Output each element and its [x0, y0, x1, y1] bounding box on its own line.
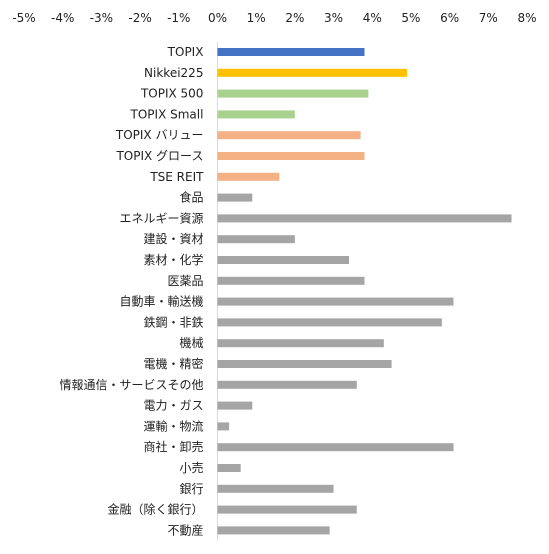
- category-label: 素材・化学: [143, 252, 203, 267]
- bar: [217, 380, 357, 389]
- bar: [217, 89, 369, 98]
- category-labels: TOPIX Nikkei225 TOPIX 500 TOPIX Small TOPIX …: [59, 45, 204, 537]
- bar: [217, 526, 330, 535]
- category-label: TOPIX 500: [140, 87, 204, 101]
- bar: [217, 505, 357, 514]
- category-label: 銀行: [179, 482, 203, 496]
- bar: [217, 443, 454, 452]
- category-label: 商社・卸売: [143, 439, 203, 454]
- x-tick-label: 3%: [324, 11, 343, 25]
- x-tick-label: 2%: [285, 11, 304, 25]
- category-label: TOPIX バリュー: [115, 128, 204, 142]
- x-tick-label: 4%: [363, 11, 382, 25]
- bar: [217, 318, 442, 327]
- x-tick-label: 6%: [440, 11, 459, 25]
- category-label: 情報通信・サービスその他: [59, 378, 203, 392]
- category-label: 自動車・輸送機: [119, 294, 203, 309]
- bar: [217, 110, 295, 119]
- x-tick-label: 8%: [517, 11, 536, 25]
- x-tick-label: 0%: [208, 11, 227, 25]
- bar: [217, 68, 408, 77]
- x-tick-label: 7%: [479, 11, 498, 25]
- category-label: TSE REIT: [149, 170, 204, 184]
- bar: [217, 131, 361, 140]
- bar: [217, 339, 384, 348]
- x-tick-label: 1%: [247, 11, 266, 25]
- bar: [217, 422, 230, 431]
- bar: [217, 172, 280, 181]
- category-label: 電力・ガス: [143, 399, 203, 413]
- category-label: TOPIX: [167, 45, 204, 59]
- bar: [217, 214, 512, 223]
- category-label: 小売: [179, 460, 203, 475]
- category-label: TOPIX Small: [130, 107, 204, 121]
- x-tick-label: 5%: [401, 11, 420, 25]
- x-tick-label: -2%: [128, 11, 151, 25]
- category-label: 建設・資材: [143, 231, 203, 246]
- x-tick-label: -3%: [90, 11, 113, 25]
- category-label: 食品: [179, 190, 203, 205]
- category-label: TOPIX グロース: [115, 149, 203, 163]
- bars: [217, 48, 512, 535]
- category-label: エネルギー資源: [119, 211, 203, 225]
- bar: [217, 276, 365, 285]
- bar: [217, 48, 365, 56]
- bar: [217, 297, 454, 306]
- bar: [217, 235, 295, 244]
- category-label: 不動産: [167, 522, 203, 537]
- bar: [217, 193, 253, 202]
- bar: [217, 360, 392, 368]
- x-axis-ticks: -5% -4% -3% -2% -1% 0% 1% 2% 3% 4% 5% 6% 7% 8%: [12, 11, 536, 25]
- x-tick-label: -4%: [51, 11, 74, 25]
- category-label: 運輸・物流: [143, 418, 203, 433]
- bar: [217, 152, 365, 160]
- category-label: 医薬品: [167, 274, 203, 288]
- x-tick-label: -5%: [12, 11, 35, 25]
- bar: [217, 401, 253, 410]
- category-label: 鉄鋼・非鉄: [143, 314, 203, 329]
- bar: [217, 484, 334, 493]
- category-label: 電機・精密: [143, 356, 203, 371]
- bar: [217, 256, 350, 264]
- category-label: 金融（除く銀行）: [107, 502, 203, 517]
- category-label: Nikkei225: [144, 66, 203, 80]
- category-label: 機械: [179, 335, 203, 350]
- bar: [217, 464, 241, 472]
- x-tick-label: -1%: [167, 11, 190, 25]
